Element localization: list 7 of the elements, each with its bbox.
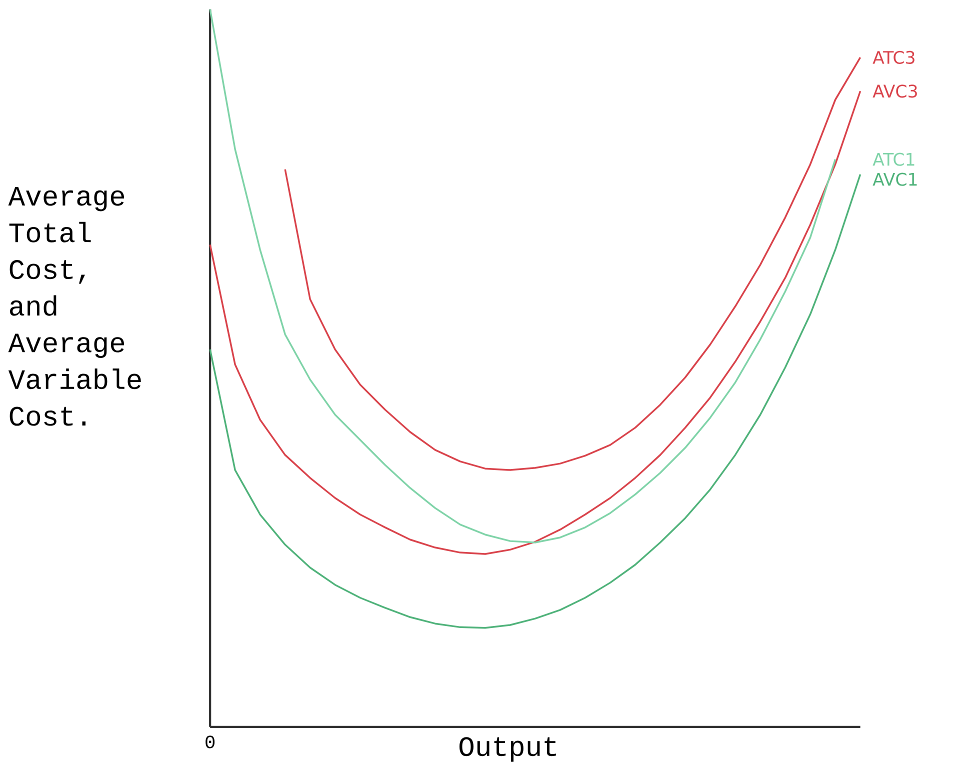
text: 0	[206, 736, 215, 748]
series-label: AVC1	[872, 172, 917, 186]
y-axis-title: Average Total Cost, and Average Variable Cost.	[8, 186, 141, 426]
series-label: ATC3	[872, 50, 914, 64]
x-axis-title: Output	[459, 737, 556, 762]
text: ATC1	[872, 152, 914, 166]
series-label: AVC3	[872, 84, 917, 98]
